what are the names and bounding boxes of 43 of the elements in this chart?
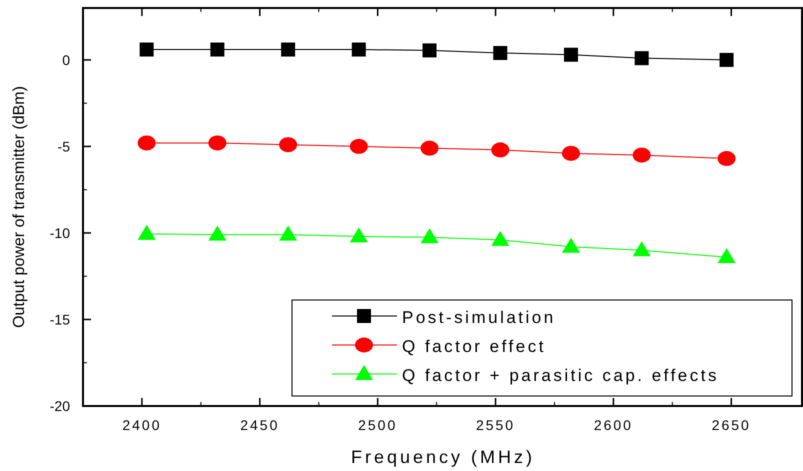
- y-tick-label: -5: [58, 138, 70, 154]
- point: [632, 241, 651, 256]
- x-tick-label: 2500: [358, 417, 398, 433]
- point: [562, 146, 580, 161]
- point: [210, 42, 224, 57]
- point: [350, 138, 368, 154]
- x-tick-label: 2400: [122, 417, 162, 433]
- point: [564, 48, 578, 62]
- point: [208, 135, 226, 150]
- legend-label: Post-simulation: [402, 308, 556, 327]
- point: [420, 228, 439, 244]
- point: [493, 46, 508, 60]
- point: [281, 42, 296, 57]
- point: [420, 140, 439, 156]
- point: [491, 142, 510, 158]
- point: [140, 42, 154, 57]
- point: [632, 148, 651, 163]
- point: [138, 224, 156, 240]
- y-tick-label: 0: [62, 52, 70, 68]
- x-axis-title: Frequency (MHz): [350, 447, 536, 467]
- y-axis-title: Output power of transmitter (dBm): [11, 86, 28, 328]
- point: [138, 135, 156, 150]
- y-tick-label: -10: [50, 224, 70, 241]
- point: [350, 227, 368, 242]
- point: [279, 226, 298, 241]
- point: [422, 43, 437, 58]
- y-tick-label: -15: [50, 311, 70, 328]
- point: [491, 230, 510, 246]
- point: [208, 226, 226, 241]
- point: [720, 52, 734, 67]
- y-tick-label: -20: [50, 398, 70, 414]
- legend-label: Q factor effect: [402, 337, 546, 356]
- point: [634, 51, 649, 66]
- point: [718, 151, 736, 166]
- point: [352, 42, 366, 57]
- point: [562, 238, 580, 253]
- x-tick-label: 2600: [594, 417, 633, 433]
- x-tick-label: 2550: [476, 417, 516, 433]
- point: [279, 137, 298, 152]
- x-tick-label: 2450: [240, 417, 280, 433]
- x-tick-label: 2650: [712, 417, 751, 433]
- legend-label: Q factor + parasitic cap. effects: [402, 366, 719, 385]
- point: [718, 248, 736, 264]
